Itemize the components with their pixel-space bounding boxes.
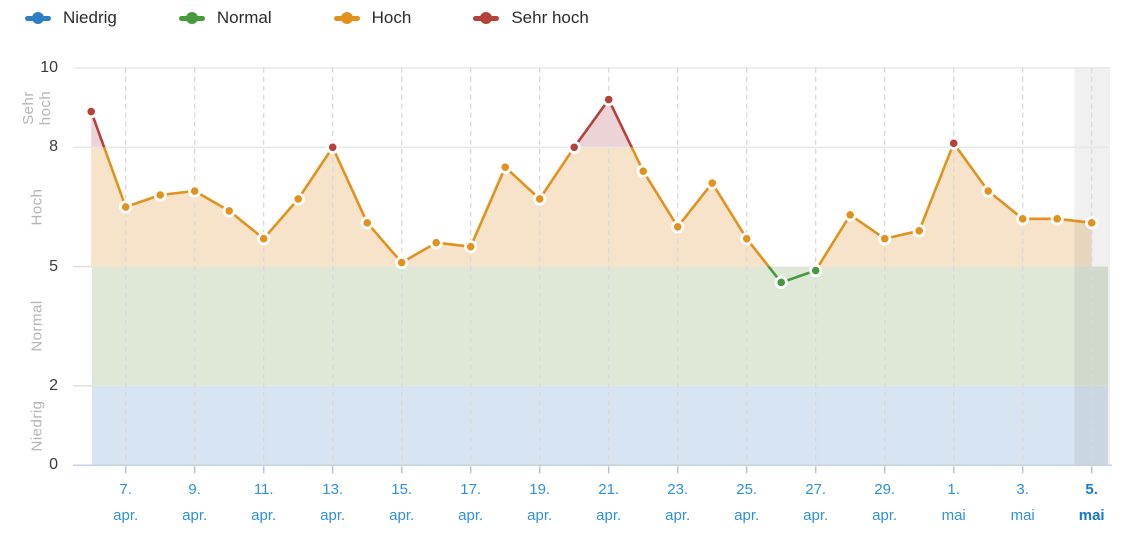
data-point[interactable] — [222, 204, 236, 218]
sehr-hoch-marker-icon — [473, 12, 500, 24]
data-point[interactable] — [602, 93, 616, 107]
area-fill-hoch — [91, 147, 1092, 267]
data-point[interactable] — [1050, 212, 1064, 226]
data-point[interactable] — [912, 224, 926, 238]
legend-item-niedrig[interactable]: Niedrig — [25, 8, 117, 28]
legend-label: Niedrig — [63, 8, 117, 27]
chart-svg — [73, 67, 1112, 474]
data-point[interactable] — [188, 184, 202, 198]
legend-label: Sehr hoch — [511, 8, 589, 27]
data-point[interactable] — [498, 160, 512, 174]
data-point[interactable] — [326, 140, 340, 154]
data-point[interactable] — [705, 176, 719, 190]
data-point[interactable] — [153, 188, 167, 202]
data-point[interactable] — [947, 136, 961, 150]
data-point[interactable] — [395, 255, 409, 270]
level-band-niedrig — [92, 385, 1108, 466]
normal-marker-icon — [178, 12, 205, 24]
legend-label: Normal — [216, 8, 272, 27]
data-point[interactable] — [981, 184, 995, 198]
chart-plot-area: 0 2 5 8 10 Niedrig Normal Hoch Sehr hoch 7. apr. 9.… — [0, 44, 1130, 539]
data-point[interactable] — [740, 232, 754, 246]
legend-item-sehr-hoch[interactable]: Sehr hoch — [473, 8, 589, 28]
legend-item-hoch[interactable]: Hoch — [333, 8, 412, 28]
data-point[interactable] — [843, 208, 857, 222]
level-band-normal — [92, 266, 1108, 386]
data-point[interactable] — [1016, 212, 1030, 226]
legend-label: Hoch — [371, 8, 412, 27]
data-point[interactable] — [84, 104, 98, 119]
data-point[interactable] — [533, 192, 547, 206]
data-point[interactable] — [291, 192, 305, 206]
data-point[interactable] — [360, 216, 374, 230]
data-point[interactable] — [636, 164, 650, 178]
series-line — [89, 98, 959, 148]
chart-legend: Niedrig Normal Hoch Sehr hoch — [25, 8, 589, 28]
data-point[interactable] — [1085, 216, 1099, 230]
data-point[interactable] — [809, 263, 823, 278]
hoch-marker-icon — [333, 12, 360, 24]
data-point[interactable] — [774, 275, 788, 290]
data-point[interactable] — [257, 232, 271, 246]
data-point[interactable] — [567, 140, 581, 154]
data-point[interactable] — [464, 240, 478, 254]
niedrig-marker-icon — [25, 12, 51, 24]
legend-item-normal[interactable]: Normal — [178, 8, 272, 28]
series-line — [102, 147, 1092, 267]
data-point[interactable] — [878, 232, 892, 246]
data-point[interactable] — [119, 200, 133, 214]
data-point[interactable] — [429, 236, 443, 250]
data-point[interactable] — [671, 220, 685, 234]
